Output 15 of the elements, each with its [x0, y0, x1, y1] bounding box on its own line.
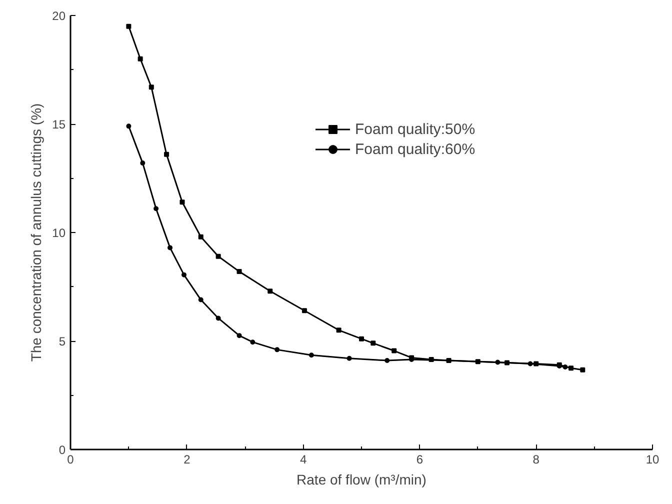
x-tick-label: 10 [646, 452, 660, 466]
x-tick-label: 4 [300, 452, 307, 466]
y-tick-label: 15 [52, 118, 66, 132]
x-tick-label: 6 [416, 452, 424, 466]
y-tick-label: 20 [52, 9, 66, 23]
x-tick-label: 8 [532, 452, 540, 466]
legend-label: Foam quality:50% [355, 120, 476, 138]
y-tick-label: 5 [58, 334, 66, 348]
x-tick-label: 2 [184, 452, 191, 466]
x-tick-label: 0 [67, 452, 74, 466]
legend-label: Foam quality:60% [355, 140, 476, 158]
x-axis-title: Rate of flow (m³/min) [296, 472, 426, 488]
y-tick-label: 10 [52, 226, 66, 240]
y-axis-title: The concentration of annulus cuttings (%) [28, 103, 44, 362]
y-tick-label: 0 [58, 443, 66, 457]
